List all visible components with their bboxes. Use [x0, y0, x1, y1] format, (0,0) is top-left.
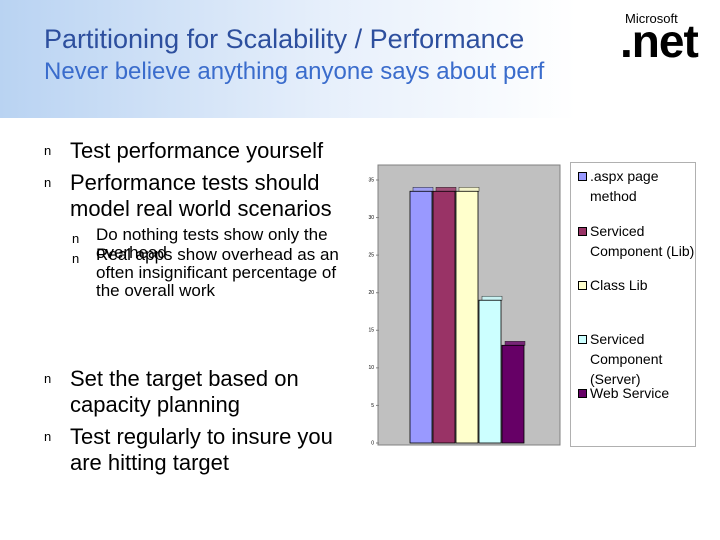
chart: 0 5 10 15 20 25 30 35 [368, 164, 561, 446]
bullet-marker: n [44, 429, 52, 444]
bullet-text: Do nothing tests show only the overhead [96, 225, 328, 262]
bullet-marker: n [44, 371, 52, 386]
legend-swatch [578, 227, 587, 236]
legend-label: Web Service [590, 385, 670, 401]
legend [570, 162, 696, 447]
bar [478, 299, 502, 444]
y-tick-label: 25 [368, 252, 374, 258]
y-tick-label: 0 [371, 440, 374, 446]
bar-top [412, 187, 434, 192]
bullet-item: n Set the target based on capacity planni… [44, 366, 360, 418]
bullet-item: n Test regularly to insure you are hittin… [44, 424, 360, 476]
bar [432, 190, 456, 444]
bullet-text: Real apps show overhead as an often insi… [96, 245, 339, 300]
y-tick-label: 15 [368, 328, 374, 334]
bullet-text: Test performance yourself [70, 138, 324, 163]
header-band [0, 0, 720, 118]
bullet-marker: n [44, 175, 52, 190]
bullet-text: Performance tests should model real worl… [70, 170, 332, 221]
bullet-text: Set the target based on capacity plannin… [70, 366, 299, 417]
bar [455, 190, 479, 444]
bullet-marker: n [44, 143, 52, 158]
bullet-marker: n [72, 231, 80, 246]
legend-label: Class Lib [590, 277, 648, 293]
bar-top [435, 187, 457, 192]
bullet-marker: n [72, 251, 80, 266]
y-tick-label: 20 [368, 290, 374, 296]
title: Partitioning for Scalability / Performan… [44, 24, 525, 54]
bar-top [481, 295, 503, 301]
legend-label: Serviced Component (Lib) [590, 223, 695, 259]
legend-swatch [578, 281, 587, 290]
bar [501, 344, 525, 444]
legend-label: .aspx page method [590, 168, 659, 204]
logo-brand: Microsoft [625, 11, 678, 26]
y-tick-label: 5 [371, 403, 374, 409]
bullet-item: n Do nothing tests show only the overhead [72, 225, 356, 262]
legend-label: Serviced Component (Server) [590, 331, 663, 387]
y-tick-label: 10 [368, 365, 374, 371]
bar [409, 190, 433, 444]
bullet-item: n Real apps show overhead as an often ins… [72, 245, 356, 300]
bullet-item: n Performance tests should model real wor… [44, 170, 360, 222]
legend-swatch [578, 172, 587, 181]
subtitle: Never believe anything anyone says about… [44, 58, 545, 85]
y-tick-label: 30 [368, 215, 374, 221]
bullet-text: Test regularly to insure you are hitting… [70, 424, 333, 475]
bar-top [504, 341, 526, 346]
y-tick-label: 35 [368, 177, 374, 183]
bar-top [458, 187, 480, 192]
legend-swatch [578, 389, 587, 398]
bullet-item: n Test performance yourself [44, 138, 360, 164]
legend-swatch [578, 335, 587, 344]
logo-product: .net [620, 15, 699, 67]
